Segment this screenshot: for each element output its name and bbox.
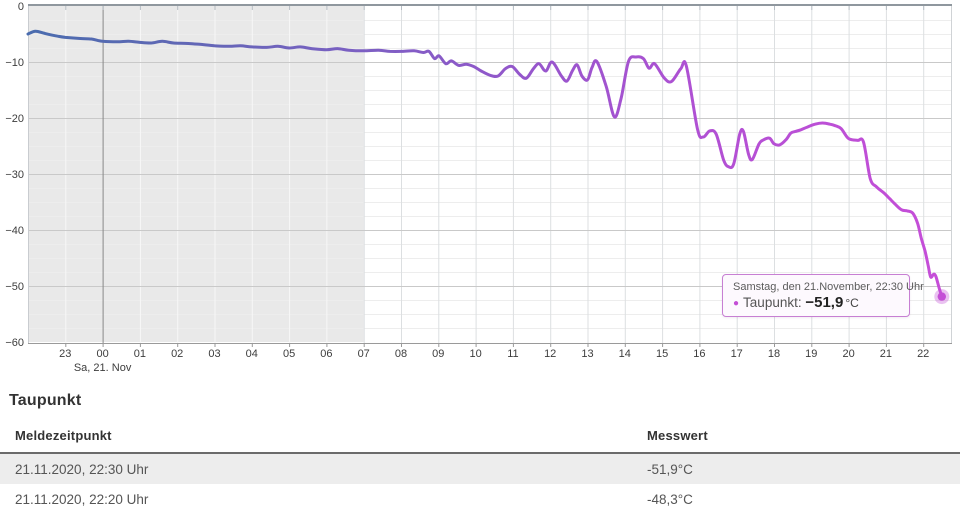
cell-value: -48,3°C [647,491,693,507]
tooltip-series-label: Taupunkt: [743,295,802,310]
x-axis-day-label: Sa, 21. Nov [74,362,132,374]
svg-text:07: 07 [358,348,370,360]
cell-time: 21.11.2020, 22:30 Uhr [15,461,149,477]
svg-text:06: 06 [320,348,332,360]
section-title: Taupunkt [9,392,82,409]
svg-text:21: 21 [880,348,892,360]
chart-tooltip: Samstag, den 21.November, 22:30 Uhr ● Tau… [722,274,924,317]
svg-text:04: 04 [246,348,258,360]
tooltip-unit: °C [845,296,859,310]
svg-text:00: 00 [96,348,108,360]
last-point-marker [937,292,946,301]
svg-text:01: 01 [134,348,146,360]
table-row: 21.11.2020, 22:30 Uhr -51,9°C [0,454,960,484]
svg-text:08: 08 [395,348,407,360]
svg-text:19: 19 [805,348,817,360]
cell-value: -51,9°C [647,461,693,477]
tooltip-date: Samstag, den 21.November, 22:30 Uhr [733,281,924,293]
cell-time: 21.11.2020, 22:20 Uhr [15,491,149,507]
svg-text:−40: −40 [5,225,24,237]
tooltip-series-row: ● Taupunkt: −51,9 °C [733,294,901,311]
svg-text:16: 16 [693,348,705,360]
svg-text:20: 20 [842,348,854,360]
dewpoint-chart[interactable]: 0 −10 −20 −30 −40 −50 −60 23 00 01 02 03 04 05 06 07 08 0… [0,0,960,375]
svg-text:23: 23 [59,348,71,360]
svg-text:−20: −20 [5,113,24,125]
measurements-table: Meldezeitpunkt Messwert 21.11.2020, 22:3… [0,428,960,514]
col-header-messwert: Messwert [647,428,708,443]
svg-text:03: 03 [208,348,220,360]
svg-text:18: 18 [768,348,780,360]
svg-text:11: 11 [507,348,518,360]
svg-text:10: 10 [469,348,481,360]
svg-text:−10: −10 [5,57,24,69]
col-header-meldezeitpunkt: Meldezeitpunkt [15,428,112,443]
tooltip-value: −51,9 [805,294,844,311]
table-row: 21.11.2020, 22:20 Uhr -48,3°C [0,484,960,514]
svg-text:09: 09 [432,348,444,360]
x-axis-labels: 23 00 01 02 03 04 05 06 07 08 09 10 11 12 13 14 15 16 17 18… [59,348,929,374]
svg-text:15: 15 [656,348,668,360]
svg-text:12: 12 [544,348,556,360]
table-header-row: Meldezeitpunkt Messwert [0,428,960,454]
svg-text:02: 02 [171,348,183,360]
svg-text:05: 05 [283,348,295,360]
y-axis-labels: 0 −10 −20 −30 −40 −50 −60 [5,1,24,349]
svg-text:−60: −60 [5,337,24,349]
svg-text:17: 17 [731,348,743,360]
svg-text:13: 13 [581,348,593,360]
svg-text:−30: −30 [5,169,24,181]
svg-text:14: 14 [619,348,631,360]
dewpoint-series-line [26,29,944,299]
svg-text:22: 22 [917,348,929,360]
series-dot-icon: ● [733,298,740,309]
svg-text:−50: −50 [5,281,24,293]
svg-text:0: 0 [18,1,24,13]
